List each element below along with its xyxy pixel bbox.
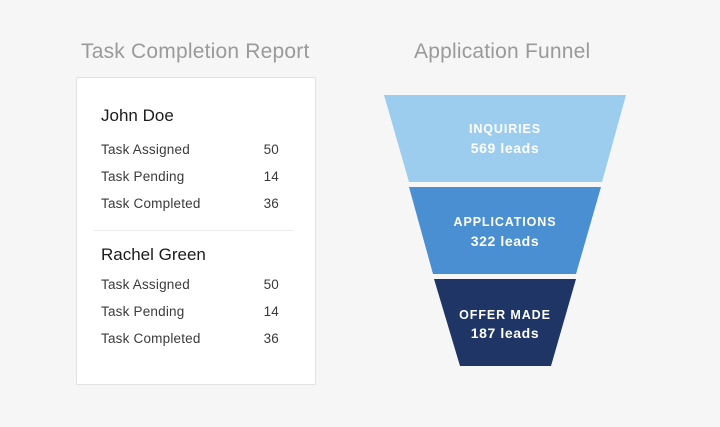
funnel-stage-shape: [384, 95, 626, 182]
task-label: Task Assigned: [101, 277, 190, 292]
task-row-pending: Task Pending 14: [101, 169, 279, 187]
funnel-stage-value: 569 leads: [471, 140, 539, 156]
section-divider: [94, 230, 294, 231]
task-label: Task Assigned: [101, 142, 190, 157]
task-label: Task Completed: [101, 196, 201, 211]
person-name: Rachel Green: [101, 245, 206, 264]
task-value: 36: [263, 331, 279, 346]
task-row-pending: Task Pending 14: [101, 304, 279, 322]
report-title: Task Completion Report: [81, 40, 310, 63]
task-value: 50: [263, 142, 279, 157]
task-value: 14: [263, 304, 279, 319]
task-value: 50: [263, 277, 279, 292]
funnel-stage-shape: [409, 187, 601, 274]
funnel-stage-shape: [434, 279, 576, 366]
funnel-stage-inquiries: INQUIRIES 569 leads: [384, 95, 626, 182]
task-label: Task Pending: [101, 169, 185, 184]
task-report-card: John Doe Task Assigned 50 Task Pending 1…: [76, 77, 316, 385]
task-label: Task Pending: [101, 304, 185, 319]
funnel-stage-value: 322 leads: [471, 233, 539, 249]
task-label: Task Completed: [101, 331, 201, 346]
task-row-assigned: Task Assigned 50: [101, 277, 279, 295]
person-name: John Doe: [101, 106, 174, 125]
task-value: 36: [263, 196, 279, 211]
task-row-assigned: Task Assigned 50: [101, 142, 279, 160]
funnel-stage-label: OFFER MADE: [459, 308, 551, 322]
task-value: 14: [263, 169, 279, 184]
funnel-title: Application Funnel: [414, 40, 591, 63]
funnel-stage-applications: APPLICATIONS 322 leads: [409, 187, 601, 274]
funnel-stage-label: INQUIRIES: [469, 122, 541, 136]
funnel-stage-value: 187 leads: [471, 325, 539, 341]
funnel-stage-offer-made: OFFER MADE 187 leads: [434, 279, 576, 366]
task-row-completed: Task Completed 36: [101, 331, 279, 349]
funnel-stage-label: APPLICATIONS: [454, 215, 557, 229]
task-row-completed: Task Completed 36: [101, 196, 279, 214]
